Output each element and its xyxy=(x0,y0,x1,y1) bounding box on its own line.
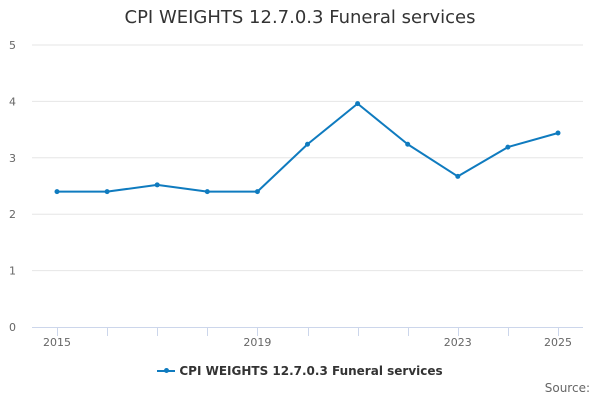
data-point xyxy=(154,182,160,188)
x-tick-label: 2019 xyxy=(243,336,271,349)
grid-lines xyxy=(32,44,583,272)
chart-title: CPI WEIGHTS 12.7.0.3 Funeral services xyxy=(124,7,476,28)
legend-swatch xyxy=(157,366,176,376)
x-tick-label: 2015 xyxy=(43,336,71,349)
data-point xyxy=(405,141,411,147)
legend-label: CPI WEIGHTS 12.7.0.3 Funeral services xyxy=(179,364,443,378)
data-point xyxy=(254,189,260,195)
y-tick-label: 0 xyxy=(9,321,16,334)
data-point xyxy=(54,189,60,195)
y-tick-label: 1 xyxy=(9,265,16,278)
x-axis: 2015 2019 2023 2025 xyxy=(32,327,583,349)
legend[interactable]: CPI WEIGHTS 12.7.0.3 Funeral services xyxy=(0,364,600,378)
data-point xyxy=(555,130,561,136)
y-tick-label: 2 xyxy=(9,208,16,221)
data-point xyxy=(104,189,110,195)
data-point xyxy=(355,101,361,107)
y-axis-ticks: 0 1 2 3 4 5 xyxy=(9,39,16,334)
data-point xyxy=(204,189,210,195)
source-label: Source: xyxy=(544,381,590,395)
y-tick-label: 3 xyxy=(9,152,16,165)
y-tick-label: 4 xyxy=(9,95,16,108)
x-tick-label: 2023 xyxy=(444,336,472,349)
series-line xyxy=(56,102,559,193)
x-tick-label: 2025 xyxy=(544,336,572,349)
data-point xyxy=(305,141,310,147)
y-tick-label: 5 xyxy=(9,39,16,52)
data-point xyxy=(455,173,461,179)
series-group xyxy=(54,101,561,195)
data-point xyxy=(505,144,511,150)
